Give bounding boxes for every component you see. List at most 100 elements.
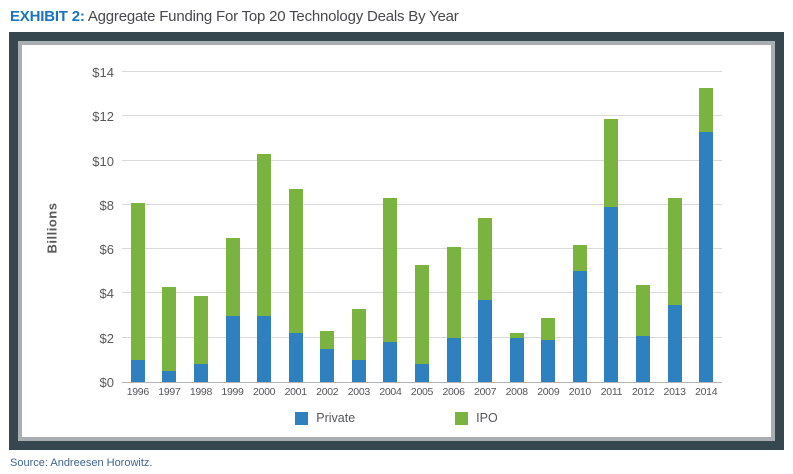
- x-tick-label-2001: 2001: [284, 386, 307, 398]
- y-tick-label-12: $12: [92, 109, 114, 125]
- bar-2008-private-segment: [509, 337, 524, 382]
- bar-slot-2011: 2011: [596, 73, 628, 398]
- bar-2005: [414, 264, 429, 382]
- y-tick-label-8: $8: [99, 197, 114, 213]
- bar-2010-ipo-segment: [572, 244, 587, 272]
- bar-2009-private-segment: [541, 339, 556, 382]
- bar-slot-2002: 2002: [311, 73, 343, 398]
- y-tick-label-14: $14: [92, 65, 114, 80]
- bar-2013-ipo-segment: [667, 198, 682, 305]
- gridline-14: [122, 71, 722, 72]
- bar-slot-2000: 2000: [248, 73, 280, 398]
- bar-slot-2010: 2010: [564, 73, 596, 398]
- x-tick-label-2009: 2009: [537, 386, 560, 398]
- exhibit-title-text: Aggregate Funding For Top 20 Technology …: [87, 8, 459, 25]
- bar-slot-2005: 2005: [406, 73, 438, 398]
- bar-2014: [699, 87, 714, 382]
- bar-2004-ipo-segment: [383, 198, 398, 343]
- bar-2003-ipo-segment: [351, 308, 366, 360]
- bar-2002-ipo-segment: [320, 331, 335, 349]
- bar-2013: [667, 198, 682, 382]
- bar-slot-2012: 2012: [627, 73, 659, 398]
- bar-2003: [351, 308, 366, 382]
- exhibit-title: EXHIBIT 2: Aggregate Funding For Top 20 …: [0, 0, 793, 32]
- bar-2008-ipo-segment: [509, 333, 524, 338]
- gridline-8: [122, 203, 722, 205]
- bar-2000: [257, 153, 272, 382]
- bar-slot-1998: 1998: [185, 73, 217, 398]
- bar-2012-ipo-segment: [636, 284, 651, 336]
- bar-2006-ipo-segment: [446, 246, 461, 338]
- bar-2004-private-segment: [383, 342, 398, 382]
- x-tick-label-1999: 1999: [221, 386, 244, 398]
- x-tick-label-2013: 2013: [663, 386, 686, 398]
- y-tick-label-0: $0: [99, 375, 114, 390]
- y-tick-label-6: $6: [99, 242, 114, 258]
- legend-label-private: Private: [316, 411, 356, 425]
- x-tick-label-2003: 2003: [347, 386, 370, 398]
- bar-2000-private-segment: [257, 315, 272, 382]
- bar-2001: [288, 189, 303, 382]
- x-tick-label-2010: 2010: [568, 386, 591, 398]
- legend: Private IPO: [22, 411, 771, 425]
- bar-slot-2014: 2014: [690, 73, 722, 398]
- bar-1997-private-segment: [162, 370, 177, 382]
- bar-1998-ipo-segment: [193, 295, 208, 365]
- bar-1997: [162, 286, 177, 382]
- chart-frame: Billions $0 $2 $4 $6 $8 $10 $12 $14 1996 1997 199…: [9, 32, 784, 450]
- bar-2006: [446, 246, 461, 382]
- x-tick-label-1997: 1997: [158, 386, 181, 398]
- bar-2004: [383, 198, 398, 382]
- bar-2011-private-segment: [604, 207, 619, 382]
- gridline-10: [122, 159, 722, 161]
- bar-slot-2008: 2008: [501, 73, 533, 398]
- y-axis-tick-labels: $0 $2 $4 $6 $8 $10 $12 $14: [22, 66, 114, 390]
- bar-2013-private-segment: [667, 304, 682, 382]
- bar-slot-2003: 2003: [343, 73, 375, 398]
- bar-2006-private-segment: [446, 337, 461, 382]
- gridline-6: [122, 248, 722, 250]
- bar-2007-private-segment: [478, 300, 493, 382]
- bar-slot-1997: 1997: [154, 73, 186, 398]
- x-tick-label-2006: 2006: [442, 386, 465, 398]
- y-tick-label-4: $4: [99, 286, 114, 302]
- x-tick-label-2014: 2014: [695, 386, 718, 398]
- bar-1996: [130, 202, 145, 382]
- chart-frame-inner: Billions $0 $2 $4 $6 $8 $10 $12 $14 1996 1997 199…: [18, 41, 775, 441]
- x-tick-label-2005: 2005: [410, 386, 434, 398]
- exhibit-title-prefix: EXHIBIT 2:: [10, 8, 85, 25]
- source-note: Source: Andreesen Horowitz.: [10, 457, 153, 469]
- bar-1998-private-segment: [193, 364, 208, 382]
- x-tick-label-2004: 2004: [379, 386, 402, 398]
- bar-slot-2001: 2001: [280, 73, 312, 398]
- x-tick-label-1998: 1998: [189, 386, 213, 398]
- x-tick-label-2007: 2007: [474, 386, 497, 398]
- bar-2002: [320, 331, 335, 382]
- bar-2007-ipo-segment: [478, 218, 493, 301]
- bar-2002-private-segment: [320, 348, 335, 382]
- bar-2000-ipo-segment: [257, 153, 272, 316]
- bar-2009-ipo-segment: [541, 317, 556, 340]
- x-tick-label-2008: 2008: [505, 386, 528, 398]
- bar-2012: [636, 284, 651, 382]
- bar-1999-ipo-segment: [225, 238, 240, 316]
- bar-1996-private-segment: [130, 359, 145, 382]
- bar-1998: [193, 295, 208, 382]
- bar-1996-ipo-segment: [130, 202, 145, 360]
- x-tick-label-2012: 2012: [631, 386, 655, 398]
- bar-2005-private-segment: [414, 364, 429, 382]
- legend-label-ipo: IPO: [476, 411, 498, 425]
- bar-2007: [478, 218, 493, 382]
- bar-2010: [572, 244, 587, 382]
- bar-2003-private-segment: [351, 359, 366, 382]
- gridline-12: [122, 115, 722, 117]
- bar-slot-2004: 2004: [375, 73, 407, 398]
- bar-2001-ipo-segment: [288, 189, 303, 334]
- bar-2012-private-segment: [636, 335, 651, 382]
- legend-item-private: Private: [295, 411, 355, 425]
- bar-2014-private-segment: [699, 131, 714, 382]
- bar-2014-ipo-segment: [699, 87, 714, 132]
- bar-2005-ipo-segment: [414, 264, 429, 365]
- bars-container: 1996 1997 1998 1999 2000 2001 2002 2003 2004 2005…: [122, 73, 722, 398]
- bar-1999-private-segment: [225, 315, 240, 382]
